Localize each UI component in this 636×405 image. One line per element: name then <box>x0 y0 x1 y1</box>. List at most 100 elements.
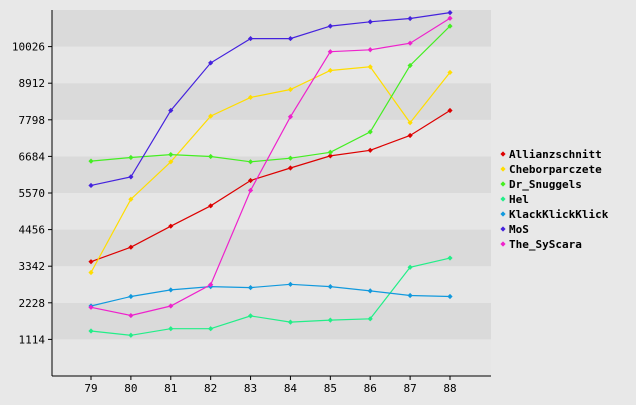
grid-band <box>52 46 491 84</box>
data-point <box>287 281 294 287</box>
data-point <box>367 147 373 153</box>
x-tick-label: 85 <box>324 382 337 395</box>
data-point <box>367 288 373 294</box>
data-point <box>168 287 174 293</box>
plot-background <box>52 10 491 376</box>
data-point <box>407 15 413 22</box>
x-tick-label: 80 <box>124 382 137 395</box>
data-point <box>447 69 453 76</box>
data-point <box>327 284 333 290</box>
data-point <box>168 159 174 165</box>
series-line <box>90 17 451 317</box>
data-point <box>407 264 413 270</box>
data-point <box>287 86 294 93</box>
grid-band <box>52 119 491 157</box>
data-point <box>447 10 453 16</box>
data-point <box>88 182 94 189</box>
data-point <box>247 313 254 319</box>
y-tick-label: 10026 <box>12 41 45 54</box>
grid-band <box>52 10 491 47</box>
legend-label: KlackKlickKlick <box>509 208 609 221</box>
grid-band <box>52 229 491 267</box>
data-point <box>208 113 214 119</box>
legend-label: The_SyScara <box>509 238 582 251</box>
y-tick-label: 7798 <box>19 114 46 127</box>
legend-marker <box>500 241 506 247</box>
data-point <box>367 129 373 135</box>
x-tick-label: 84 <box>284 382 298 395</box>
data-point <box>327 153 333 159</box>
data-point <box>247 35 254 42</box>
grid-band <box>52 302 491 340</box>
data-point <box>168 303 174 309</box>
data-point <box>447 23 453 29</box>
data-point <box>168 107 174 114</box>
y-tick-label: 2228 <box>19 297 46 310</box>
x-tick-label: 88 <box>443 382 456 395</box>
legend-marker <box>500 211 506 217</box>
data-point <box>327 49 333 55</box>
data-point <box>407 132 413 139</box>
series-lines <box>90 12 451 336</box>
legend-label: Dr_Snuggels <box>509 178 582 191</box>
data-point <box>168 326 174 332</box>
data-point <box>208 60 214 66</box>
data-point <box>447 255 453 261</box>
data-point <box>168 223 174 229</box>
data-point <box>208 326 214 332</box>
data-point <box>128 196 134 202</box>
data-point <box>128 174 134 180</box>
grid-band <box>52 266 491 303</box>
data-point <box>327 149 333 155</box>
y-axis-ticks: 1114 2228 3342 4456 5570 6684 7798 8912 10026 <box>12 41 52 346</box>
y-tick-label: 8912 <box>19 77 46 90</box>
legend-marker <box>500 166 506 172</box>
x-tick-label: 87 <box>403 382 416 395</box>
data-point <box>88 158 94 164</box>
data-point <box>88 304 94 310</box>
data-point <box>367 316 373 322</box>
data-point <box>287 155 294 161</box>
y-tick-label: 6684 <box>19 150 46 163</box>
data-point <box>128 154 134 161</box>
data-point <box>447 15 453 21</box>
data-point <box>128 244 134 250</box>
data-point <box>407 40 413 46</box>
data-point <box>247 285 254 291</box>
data-point <box>407 120 413 126</box>
grid-band <box>52 339 491 376</box>
data-point <box>287 319 294 325</box>
data-point <box>447 107 453 114</box>
y-tick-label: 1114 <box>19 333 46 346</box>
grid-band <box>52 156 491 193</box>
data-point <box>367 64 373 70</box>
legend-label: Cheborparczete <box>509 163 602 176</box>
legend: Allianzschnitt Cheborparczete Dr_Snuggels H… <box>500 148 609 251</box>
series-line <box>90 12 451 186</box>
series-line <box>90 109 451 263</box>
legend-label: MoS <box>509 223 529 236</box>
y-tick-label: 3342 <box>19 260 46 273</box>
y-tick-label: 4456 <box>19 224 46 237</box>
series-line <box>90 25 451 163</box>
legend-marker <box>500 196 506 202</box>
data-point <box>128 293 134 300</box>
data-point <box>208 282 214 288</box>
data-point <box>247 94 254 100</box>
x-tick-label: 82 <box>204 382 217 395</box>
data-point <box>128 332 134 338</box>
data-point <box>327 23 333 29</box>
series-line <box>90 66 451 273</box>
data-point <box>407 292 413 299</box>
data-point <box>327 317 333 323</box>
data-point <box>208 153 214 160</box>
x-tick-label: 86 <box>364 382 377 395</box>
data-point <box>287 114 294 120</box>
data-point <box>287 35 294 42</box>
data-point <box>88 328 94 334</box>
data-point <box>447 293 453 300</box>
data-point <box>168 151 174 158</box>
legend-marker <box>500 226 506 232</box>
x-tick-label: 83 <box>244 382 257 395</box>
